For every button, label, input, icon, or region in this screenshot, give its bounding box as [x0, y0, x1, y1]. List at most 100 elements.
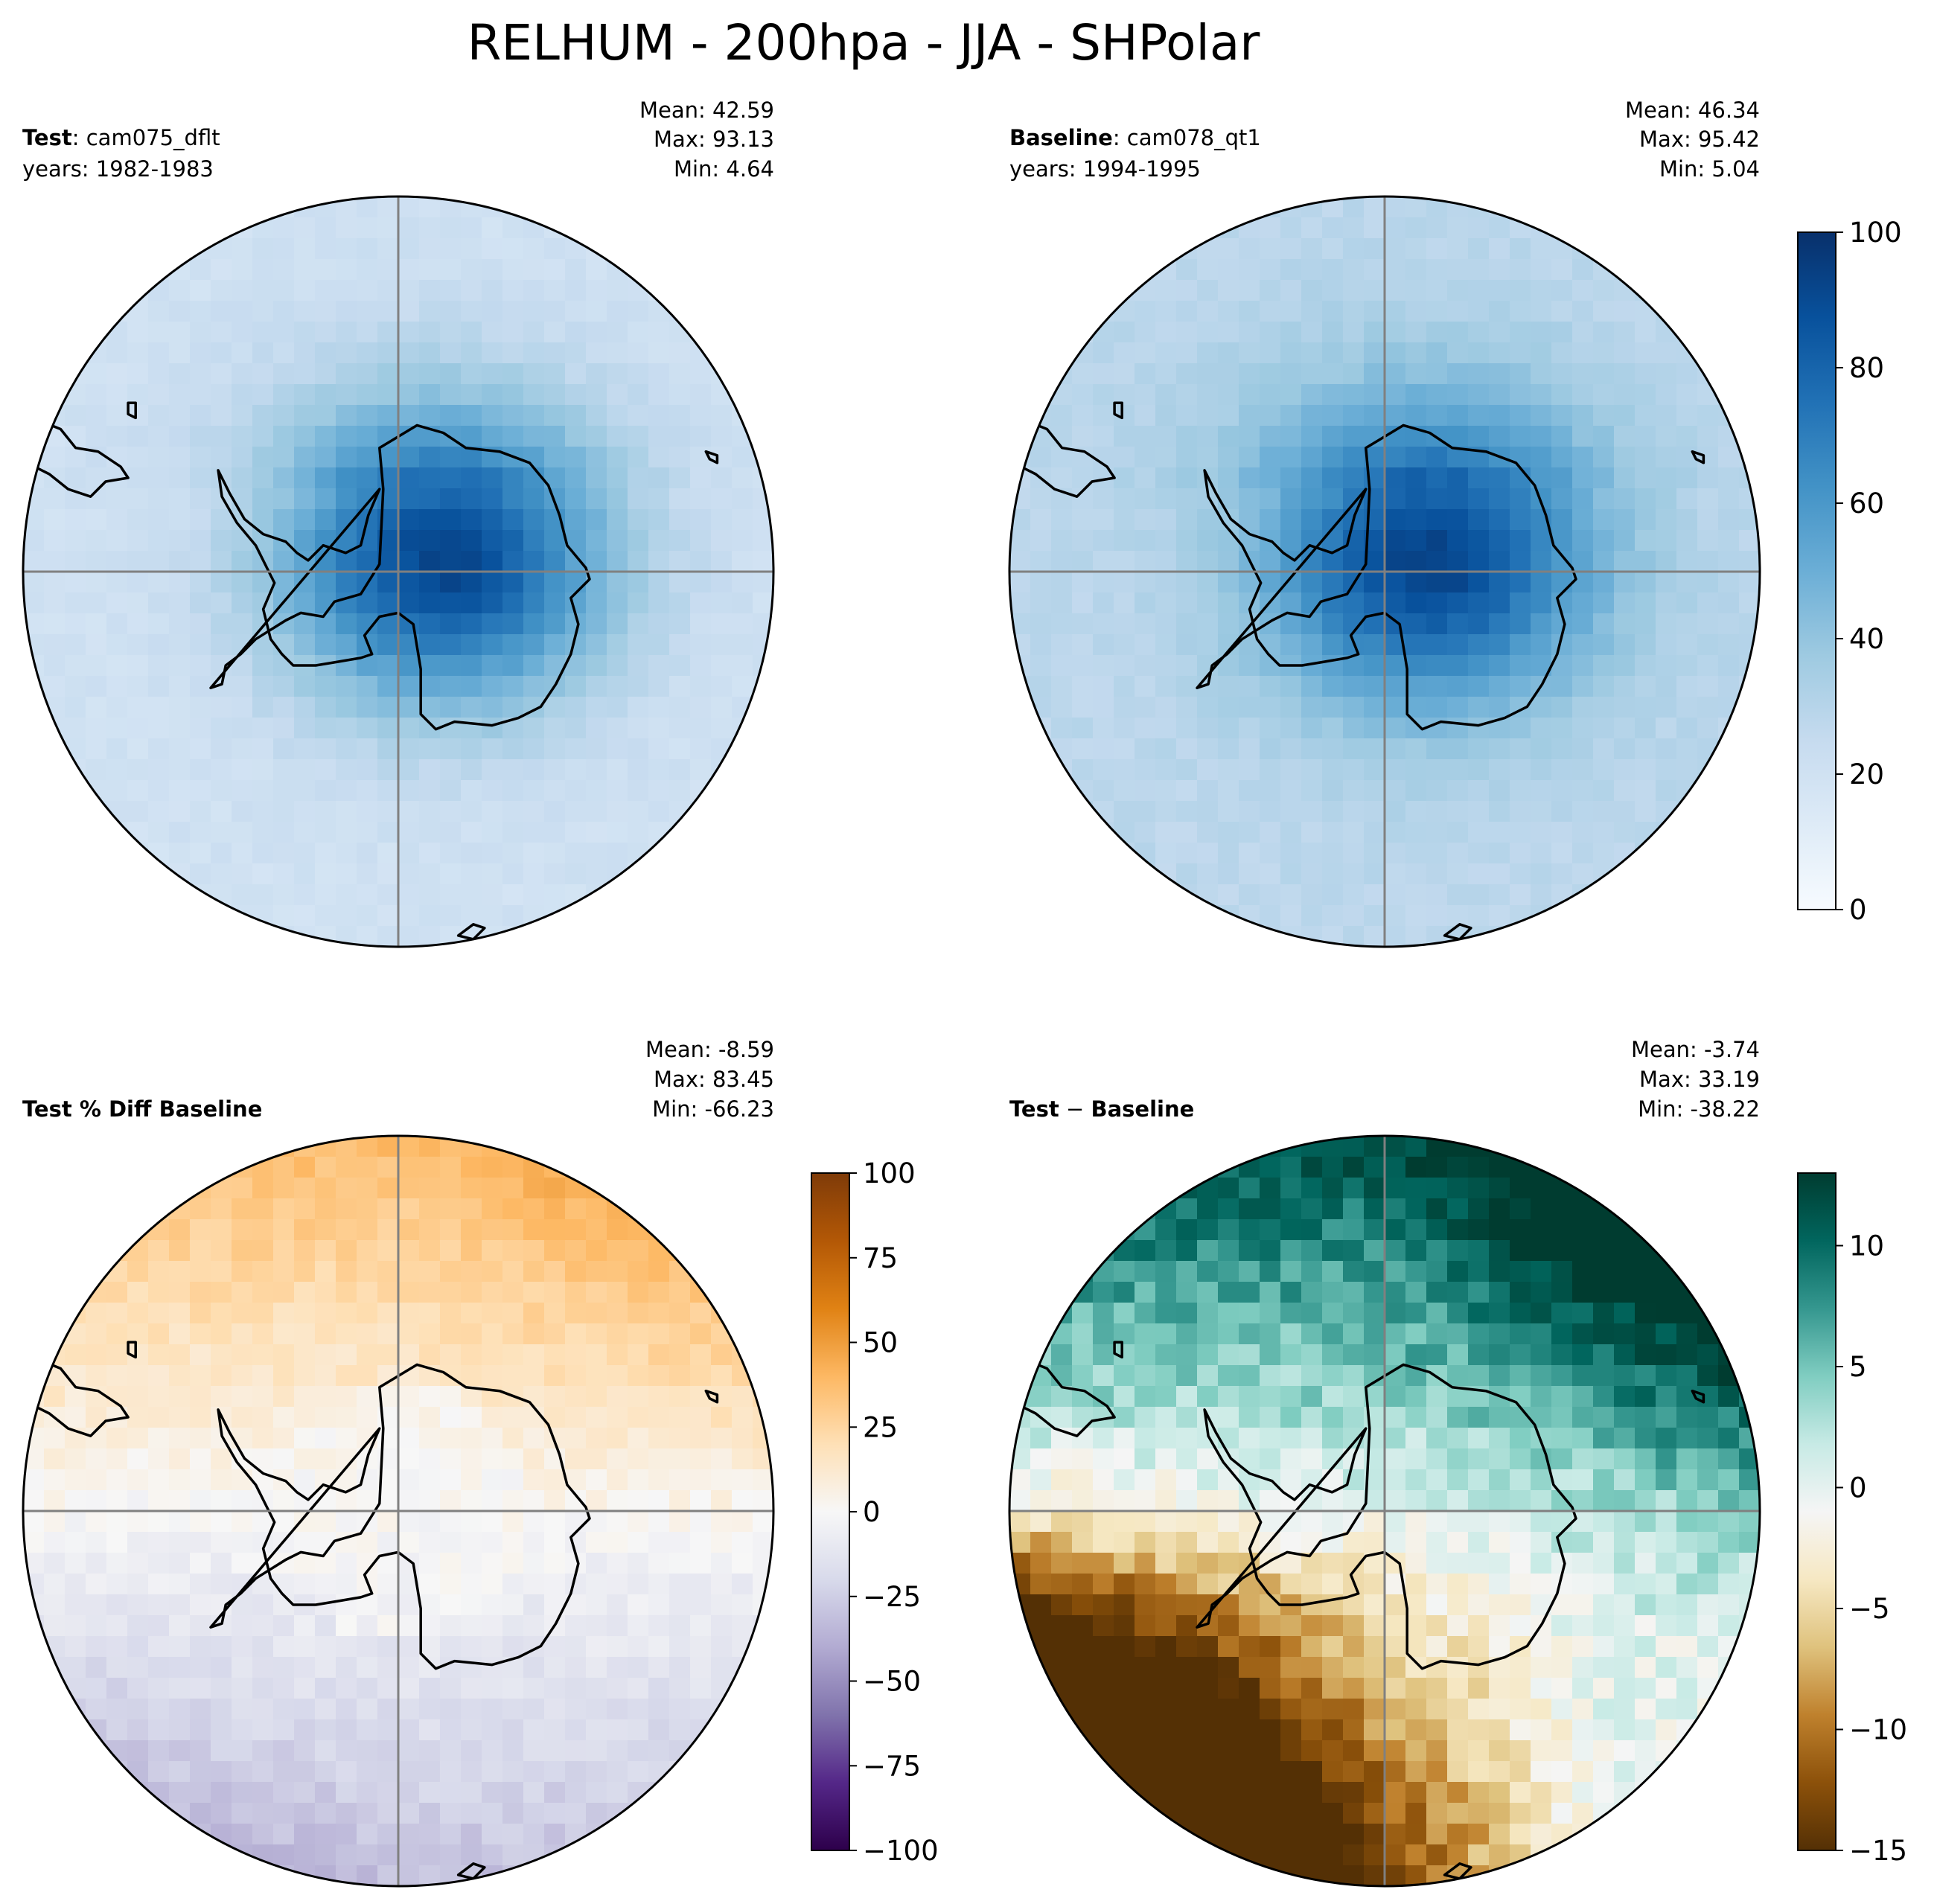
grid-cell	[1218, 676, 1239, 697]
grid-cell	[1114, 322, 1135, 343]
grid-cell	[1489, 655, 1510, 677]
grid-cell	[1322, 1615, 1344, 1637]
grid-cell	[1364, 1594, 1385, 1616]
grid-cell	[273, 1678, 295, 1699]
grid-cell	[398, 1761, 420, 1783]
grid-cell	[127, 843, 149, 864]
grid-cell	[607, 676, 628, 697]
grid-cell	[1176, 697, 1198, 718]
grid-cell	[357, 1490, 378, 1512]
grid-cell	[1614, 447, 1636, 468]
grid-cell	[1322, 863, 1344, 885]
grid-cell	[1510, 1865, 1531, 1886]
grid-cell	[377, 342, 399, 364]
grid-cell	[1551, 1740, 1573, 1762]
grid-cell	[419, 467, 441, 489]
colorbar-tick-label: 80	[1849, 352, 1884, 384]
grid-cell	[419, 822, 441, 843]
panel-label: Test − Baseline	[1009, 1096, 1194, 1122]
grid-cell	[1385, 759, 1406, 781]
grid-cell	[1426, 384, 1448, 406]
grid-cell	[1030, 1386, 1052, 1408]
colorbar-tick-label: 0	[1849, 894, 1867, 926]
grid-cell	[1176, 1615, 1198, 1637]
grid-cell	[1197, 384, 1219, 406]
grid-cell	[669, 718, 691, 739]
grid-cell	[544, 1657, 566, 1678]
grid-cell	[127, 676, 149, 697]
grid-cell	[565, 1615, 587, 1637]
grid-cell	[1656, 759, 1677, 781]
grid-cell	[440, 801, 462, 822]
grid-cell	[1072, 1303, 1094, 1324]
grid-cell	[294, 1532, 316, 1553]
grid-cell	[252, 759, 274, 781]
grid-cell	[440, 738, 462, 760]
grid-cell	[273, 634, 295, 656]
grid-cell	[565, 780, 587, 802]
grid-cell	[1280, 1157, 1302, 1178]
grid-cell	[502, 843, 524, 864]
grid-cell	[252, 1365, 274, 1387]
grid-cell	[1239, 884, 1260, 906]
grid-cell	[106, 1719, 128, 1741]
grid-cell	[1510, 426, 1531, 447]
grid-cell	[690, 1344, 712, 1366]
grid-cell	[1364, 1615, 1385, 1637]
colorbar-tick-label: −15	[1849, 1835, 1907, 1867]
colorbar-tick-label: 0	[1849, 1472, 1867, 1504]
grid-cell	[669, 1386, 691, 1408]
grid-cell	[1135, 1303, 1156, 1324]
grid-cell	[1197, 1448, 1219, 1470]
grid-cell	[628, 1261, 649, 1282]
grid-cell	[1551, 759, 1573, 781]
grid-cell	[1280, 1574, 1302, 1595]
grid-cell	[1656, 697, 1677, 718]
grid-cell	[1468, 1365, 1490, 1387]
grid-cell	[502, 1178, 524, 1199]
grid-cell	[1405, 405, 1427, 427]
grid-cell	[127, 1407, 149, 1428]
grid-cell	[1364, 1511, 1385, 1533]
grid-cell	[398, 509, 420, 531]
grid-cell	[440, 822, 462, 843]
grid-cell	[1468, 238, 1490, 260]
grid-cell	[1385, 1240, 1406, 1262]
grid-cell	[502, 1824, 524, 1845]
grid-cell	[315, 342, 336, 364]
grid-cell	[1364, 592, 1385, 614]
grid-cell	[1260, 1261, 1281, 1282]
grid-cell	[482, 863, 503, 885]
grid-cell	[1385, 1178, 1406, 1199]
grid-cell	[273, 1574, 295, 1595]
grid-cell	[294, 676, 316, 697]
grid-cell	[1218, 322, 1239, 343]
grid-cell	[1635, 1386, 1656, 1408]
grid-cell	[1676, 759, 1698, 781]
grid-cell	[1280, 780, 1302, 802]
grid-cell	[440, 1157, 462, 1178]
grid-cell	[753, 1511, 773, 1533]
grid-cell	[336, 363, 357, 385]
grid-cell	[1364, 217, 1385, 239]
grid-cell	[565, 1261, 587, 1282]
island-outline	[1443, 923, 1472, 941]
grid-cell	[23, 592, 45, 614]
grid-cell	[252, 467, 274, 489]
grid-cell	[502, 238, 524, 260]
grid-cell	[1551, 1219, 1573, 1241]
grid-cell	[711, 1407, 733, 1428]
grid-cell	[1301, 759, 1323, 781]
grid-cell	[1385, 1136, 1406, 1157]
grid-cell	[1093, 342, 1114, 364]
grid-cell	[294, 1511, 316, 1533]
grid-cell	[1009, 1365, 1031, 1387]
grid-cell	[1239, 1699, 1260, 1720]
grid-cell	[1051, 1553, 1073, 1574]
grid-cell	[1176, 1553, 1198, 1574]
grid-cell	[1114, 1428, 1135, 1449]
grid-cell	[1093, 1615, 1114, 1637]
grid-cell	[211, 1303, 232, 1324]
grid-cell	[86, 655, 107, 677]
grid-cell	[607, 1303, 628, 1324]
